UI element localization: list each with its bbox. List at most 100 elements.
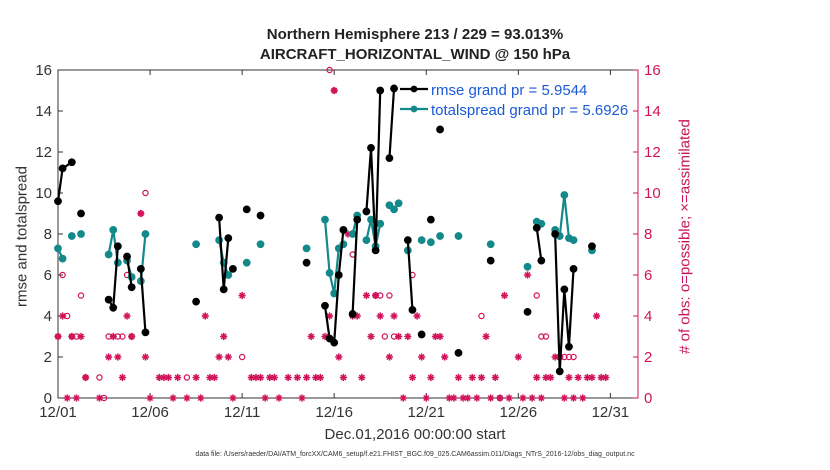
rmse-point (256, 211, 265, 220)
obs-assimilated-point (261, 394, 269, 402)
obs-assimilated-point (358, 373, 366, 382)
rmse-point (523, 308, 532, 316)
obs-assimilated-point (95, 394, 104, 402)
y-tick-label-left: 0 (44, 390, 52, 407)
obs-assimilated-point (537, 394, 545, 402)
legend-spread-marker (410, 105, 418, 113)
obs-assimilated-point (174, 373, 182, 382)
obs-assimilated-point (436, 332, 444, 341)
obs-possible-point (183, 374, 191, 381)
obs-assimilated-point (523, 271, 532, 279)
obs-assimilated-point (441, 353, 449, 361)
obs-assimilated-point (422, 394, 430, 402)
rmse-point (486, 256, 495, 265)
rmse-point (408, 305, 417, 314)
y-tick-label-right: 14 (644, 103, 661, 120)
data-file-footnote: data file: /Users/raeder/DAI/ATM_forcXX/… (195, 451, 635, 458)
obs-assimilated-point (413, 312, 421, 320)
rmse-point (54, 197, 62, 206)
rmse-point (353, 215, 362, 224)
obs-assimilated-point (137, 209, 145, 218)
x-tick-label: 12/31 (592, 404, 630, 421)
obs-assimilated-point (569, 394, 578, 402)
totalspread-point (486, 240, 495, 249)
y-tick-label-right: 6 (644, 267, 652, 284)
obs-assimilated-point (293, 373, 301, 382)
rmse-point (565, 342, 573, 351)
obs-assimilated-point (220, 332, 228, 341)
obs-assimilated-point (82, 373, 90, 382)
rmse-point (555, 367, 564, 376)
rmse-point (58, 164, 67, 173)
obs-assimilated-point (546, 373, 555, 382)
totalspread-point (77, 230, 85, 238)
x-tick-label: 12/01 (39, 404, 77, 421)
totalspread-point (376, 219, 385, 228)
y-tick-label-right: 2 (644, 349, 652, 366)
obs-assimilated-point (146, 394, 154, 402)
totalspread-point (362, 236, 371, 245)
rmse-point (104, 295, 113, 304)
obs-assimilated-point (229, 394, 237, 402)
obs-assimilated-point (128, 332, 136, 341)
obs-assimilated-point (395, 332, 403, 341)
rmse-point (454, 349, 463, 357)
rmse-point (569, 264, 578, 273)
totalspread-point (302, 244, 311, 253)
legend-spread-label: totalspread grand pr = 5.6926 (431, 102, 628, 119)
y-tick-label-right: 12 (644, 144, 661, 161)
totalspread-point (390, 205, 398, 214)
legend-rmse-marker (410, 85, 418, 93)
y-tick-label-left: 6 (44, 267, 52, 284)
totalspread-point (436, 232, 444, 240)
rmse-point (537, 256, 546, 265)
obs-assimilated-point (372, 291, 380, 300)
obs-assimilated-point (519, 394, 527, 402)
totalspread-point (242, 258, 251, 267)
obs-assimilated-point (431, 332, 440, 341)
rmse-line (388, 88, 396, 159)
rmse-point (334, 271, 343, 279)
obs-assimilated-point (560, 394, 568, 402)
obs-assimilated-point (339, 373, 347, 382)
obs-assimilated-point (514, 353, 522, 361)
obs-assimilated-point (123, 312, 131, 320)
rmse-point (376, 86, 385, 95)
rmse-point (588, 242, 596, 251)
rmse-point (113, 242, 122, 251)
obs-assimilated-point (201, 312, 209, 320)
obs-assimilated-point (118, 373, 127, 382)
obs-assimilated-point (330, 86, 338, 95)
totalspread-point (141, 230, 150, 238)
obs-assimilated-point (169, 394, 177, 402)
legend-rmse-label: rmse grand pr = 5.9544 (431, 82, 587, 99)
obs-assimilated-point (114, 353, 122, 361)
rmse-point (141, 328, 150, 337)
rmse-point (371, 246, 380, 255)
obs-assimilated-point (270, 373, 278, 382)
x-tick-label: 12/11 (224, 404, 260, 421)
rmse-point (192, 297, 200, 306)
obs-assimilated-point (579, 394, 587, 402)
obs-possible-point (59, 271, 66, 279)
rmse-point (127, 283, 136, 292)
obs-assimilated-point (390, 312, 398, 320)
obs-assimilated-point (54, 332, 62, 341)
y-axis-label-left: rmse and totalspread (13, 166, 31, 307)
rmse-point (390, 84, 398, 93)
rmse-point (348, 310, 357, 318)
y-axis-label-right: # of obs: o=possible; ×=assimilated (676, 119, 694, 354)
obs-assimilated-point (197, 394, 205, 402)
obs-assimilated-point (482, 332, 490, 341)
obs-assimilated-point (487, 394, 495, 402)
obs-assimilated-point (473, 394, 481, 402)
rmse-line (139, 268, 147, 333)
y-tick-label-left: 4 (44, 308, 52, 325)
x-tick-label: 12/16 (315, 404, 353, 421)
obs-assimilated-point (109, 332, 117, 341)
obs-assimilated-point (224, 353, 232, 361)
obs-assimilated-point (105, 353, 113, 361)
y-tick-label-right: 16 (644, 62, 661, 79)
y-tick-label-right: 4 (644, 308, 652, 325)
rmse-point (321, 301, 329, 310)
